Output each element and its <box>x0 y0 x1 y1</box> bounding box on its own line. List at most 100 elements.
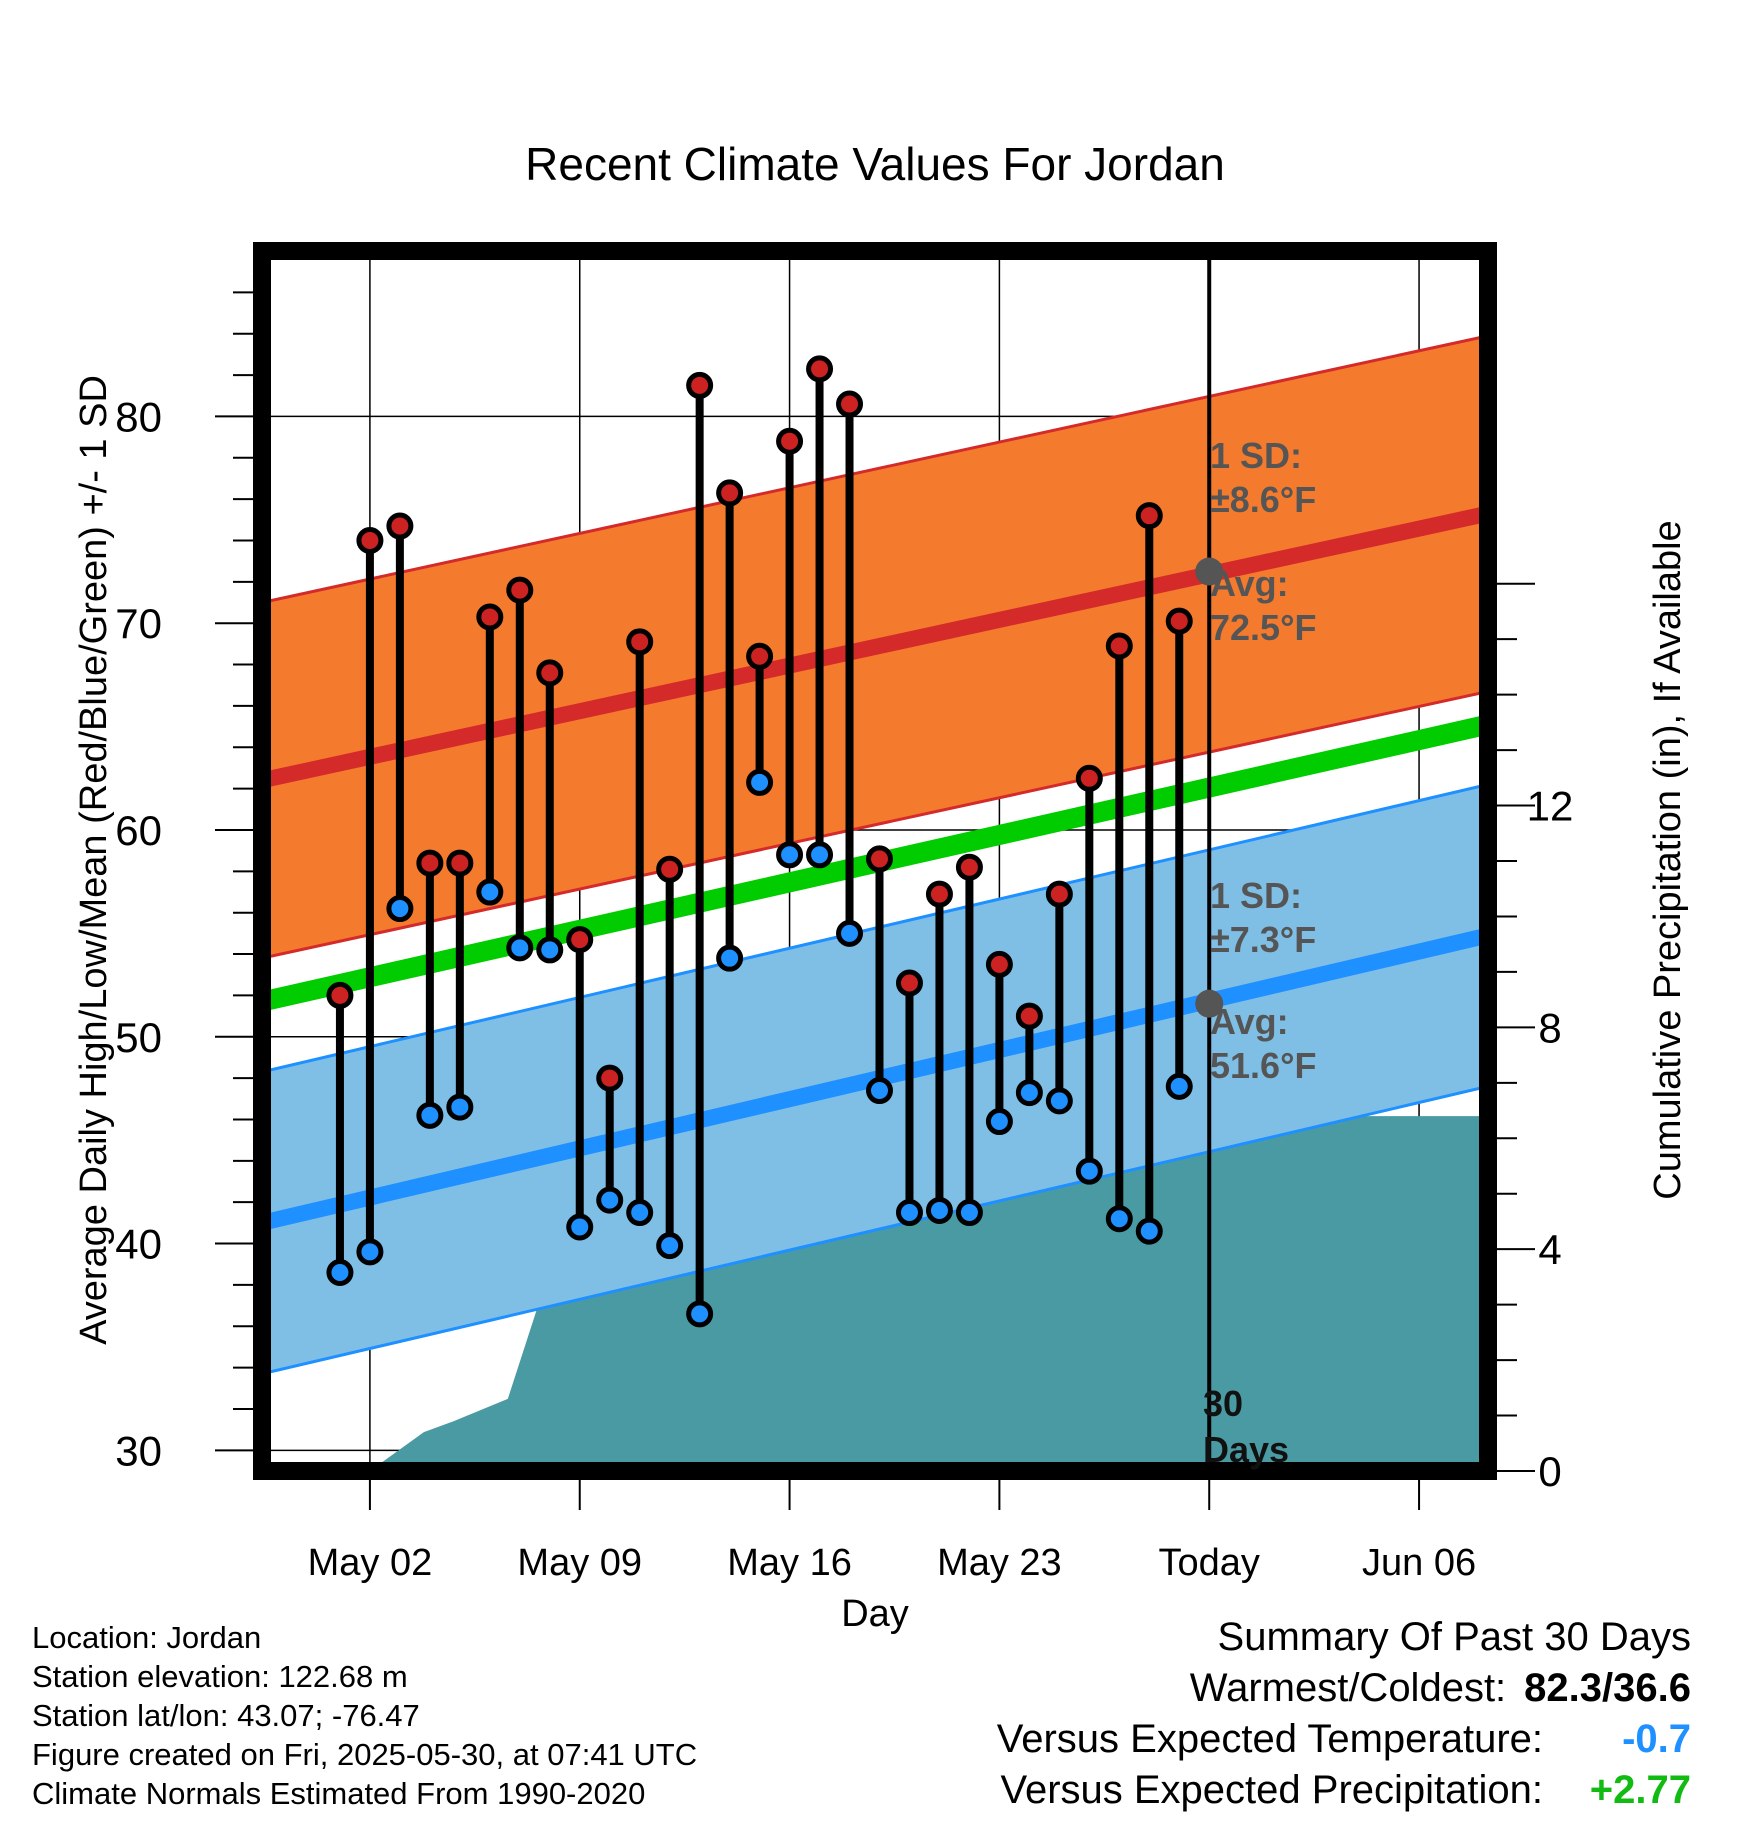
precipitation-fill <box>262 1116 1488 1471</box>
summary-precipitation: Versus Expected Precipitation: +2.77 <box>997 1765 1691 1816</box>
low-sd-label: 1 SD: <box>1210 875 1302 916</box>
y-axis-label: Average Daily High/Low/Mean (Red/Blue/Gr… <box>73 375 115 1345</box>
y-tick-label: 50 <box>115 1014 162 1061</box>
daily-low-point <box>626 1199 654 1227</box>
plot-frame <box>253 242 1497 1480</box>
today-low-average-marker <box>1195 989 1224 1018</box>
daily-low-point <box>566 1213 594 1241</box>
y2-tick-label: 4 <box>1538 1226 1561 1273</box>
summary-warm-cold: Warmest/Coldest: 82.3/36.6 <box>997 1663 1691 1714</box>
daily-high-point <box>865 845 893 873</box>
high-sd-value: ±8.6°F <box>1210 479 1316 520</box>
days-label-word: Days <box>1203 1429 1289 1470</box>
daily-low-point <box>1105 1205 1133 1233</box>
normal-high-upper-edge <box>262 334 1488 604</box>
daily-high-point <box>1105 632 1133 660</box>
daily-high-point <box>1075 764 1103 792</box>
low-sd-value: ±7.3°F <box>1210 919 1316 960</box>
daily-high-point <box>806 355 834 383</box>
x-tick-label: Today <box>1159 1542 1260 1584</box>
daily-high-point <box>716 479 744 507</box>
daily-high-point <box>1135 502 1163 530</box>
daily-low-point <box>895 1199 923 1227</box>
normal-low-upper-edge <box>262 783 1488 1074</box>
y2-tick-label: 8 <box>1538 1004 1561 1051</box>
daily-low-point <box>356 1238 384 1266</box>
daily-low-point <box>416 1101 444 1129</box>
created-text: Figure created on Fri, 2025-05-30, at 07… <box>32 1737 698 1772</box>
daily-high-point <box>326 981 354 1009</box>
daily-low-point <box>506 934 534 962</box>
summary-panel: Summary Of Past 30 Days Warmest/Coldest:… <box>997 1612 1691 1816</box>
daily-high-point <box>566 926 594 954</box>
daily-low-point <box>446 1093 474 1121</box>
daily-low-point <box>656 1232 684 1260</box>
daily-low-point <box>326 1258 354 1286</box>
daily-high-point <box>686 371 714 399</box>
daily-low-point <box>686 1300 714 1328</box>
daily-high-point <box>746 642 774 670</box>
high-sd-label: 1 SD: <box>1210 435 1302 476</box>
normal-high-average-line <box>262 505 1488 789</box>
daily-low-point <box>0 953 11 975</box>
daily-high-point <box>1015 1002 1043 1030</box>
daily-high-point <box>955 853 983 881</box>
daily-low-point <box>1045 1087 1073 1115</box>
daily-high-point <box>656 855 684 883</box>
elevation-text: Station elevation: 122.68 m <box>32 1659 408 1694</box>
daily-low-point <box>386 895 414 923</box>
daily-high-point <box>596 1064 624 1092</box>
daily-high-point <box>506 576 534 604</box>
y2-tick-label: 0 <box>1538 1448 1561 1495</box>
temp-label: Versus Expected Temperature: <box>996 1717 1543 1761</box>
daily-low-point <box>716 944 744 972</box>
y-tick-label: 40 <box>115 1221 162 1268</box>
summary-temperature: Versus Expected Temperature: -0.7 <box>997 1714 1691 1765</box>
daily-high-point <box>416 849 444 877</box>
high-avg-value: 72.5°F <box>1210 607 1316 648</box>
low-avg-value: 51.6°F <box>1210 1045 1316 1086</box>
x-tick-label: May 09 <box>517 1542 642 1584</box>
plot-area <box>0 251 1488 1471</box>
x-axis-label: Day <box>841 1593 909 1635</box>
daily-low-point <box>1075 1157 1103 1185</box>
daily-high-point <box>536 659 564 687</box>
x-tick-label: May 02 <box>308 1542 433 1584</box>
daily-high-point <box>836 390 864 418</box>
today-average-markers <box>1195 557 1224 1018</box>
daily-low-point <box>955 1199 983 1227</box>
latlon-text: Station lat/lon: 43.07; -76.47 <box>32 1698 420 1733</box>
x-tick-label: May 16 <box>727 1542 852 1584</box>
y2-tick-label: 12 <box>1527 783 1574 830</box>
today-high-average-marker <box>1195 557 1224 586</box>
chart-title: Recent Climate Values For Jordan <box>525 138 1225 190</box>
daily-low-point <box>476 878 504 906</box>
days-label-number: 30 <box>1203 1383 1243 1424</box>
daily-points <box>0 355 1193 1328</box>
x-tick-label: Jun 06 <box>1362 1542 1476 1584</box>
daily-low-point <box>836 919 864 947</box>
annotations: 1 SD: ±8.6°F Avg: 72.5°F 1 SD: ±7.3°F Av… <box>1203 435 1316 1470</box>
daily-range-stems <box>335 368 1184 1314</box>
precip-value: +2.77 <box>1589 1768 1691 1812</box>
daily-low-point <box>985 1108 1013 1136</box>
daily-high-point <box>1165 607 1193 635</box>
high-avg-label: Avg: <box>1210 563 1289 604</box>
location-text: Location: Jordan <box>32 1620 262 1655</box>
daily-low-point <box>746 768 774 796</box>
x-tick-label: May 23 <box>937 1542 1062 1584</box>
normals-text: Climate Normals Estimated From 1990-2020 <box>32 1776 646 1811</box>
warm-cold-label: Warmest/Coldest: <box>1189 1666 1507 1710</box>
daily-high-point <box>476 603 504 631</box>
axes: 30 40 50 60 70 80 0 4 8 12 May 02 May 09 May 16 May 2… <box>115 291 1574 1584</box>
normal-low-lower-edge <box>262 1084 1488 1376</box>
daily-low-point <box>776 841 804 869</box>
daily-low-point <box>865 1077 893 1105</box>
daily-low-point <box>596 1186 624 1214</box>
daily-low-point <box>1135 1217 1163 1245</box>
daily-low-point <box>536 936 564 964</box>
daily-high-point <box>0 623 11 645</box>
summary-title: Summary Of Past 30 Days <box>1217 1615 1691 1659</box>
daily-low-point <box>1015 1079 1043 1107</box>
low-avg-label: Avg: <box>1210 1001 1289 1042</box>
